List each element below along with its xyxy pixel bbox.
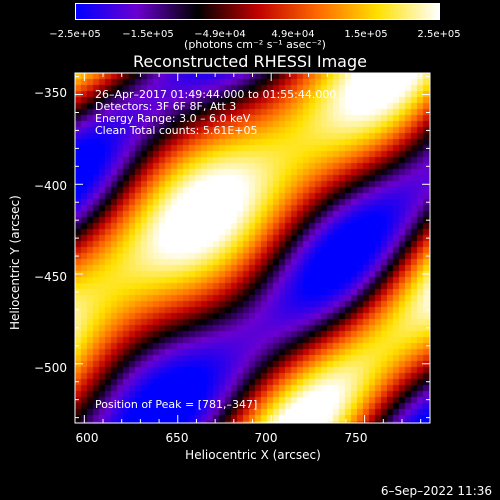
colorbar-tick: −1.5e+05	[122, 29, 174, 40]
y-axis-label: Heliocentric Y (arcsec)	[8, 195, 22, 330]
annotation-energy-range: Energy Range: 3.0 – 6.0 keV	[95, 112, 251, 125]
timestamp: 6–Sep–2022 11:36	[380, 484, 492, 498]
colorbar-tick: 4.9e+04	[271, 29, 315, 40]
x-tick-label: 700	[254, 431, 278, 445]
annotation-detectors: Detectors: 3F 6F 8F, Att 3	[95, 100, 237, 113]
x-tick-label: 750	[344, 431, 368, 445]
annotation-time-range: 26–Apr–2017 01:49:44.000 to 01:55:44.000	[95, 88, 337, 101]
heatmap-image	[75, 73, 430, 423]
colorbar-tick: −4.9e+04	[194, 29, 246, 40]
annotation-clean-counts: Clean Total counts: 5.61E+05	[95, 124, 258, 137]
annotation-peak-position: Position of Peak = [781,–347]	[95, 398, 258, 411]
colorbar-tick: 1.5e+05	[344, 29, 388, 40]
x-tick-label: 650	[165, 431, 189, 445]
x-axis-label: Heliocentric X (arcsec)	[185, 448, 321, 462]
colorbar-tick: −2.5e+05	[49, 29, 101, 40]
colorbar	[75, 3, 440, 20]
colorbar-tick: 2.5e+05	[417, 29, 461, 40]
y-tick-label: −500	[34, 361, 67, 375]
x-tick-label: 600	[75, 431, 99, 445]
y-tick-label: −450	[34, 270, 67, 284]
y-tick-label: −350	[34, 86, 67, 100]
y-tick-label: −400	[34, 179, 67, 193]
colorbar-unit: (photons cm⁻² s⁻¹ asec⁻²)	[184, 38, 326, 51]
chart-title: Reconstructed RHESSI Image	[133, 52, 367, 71]
